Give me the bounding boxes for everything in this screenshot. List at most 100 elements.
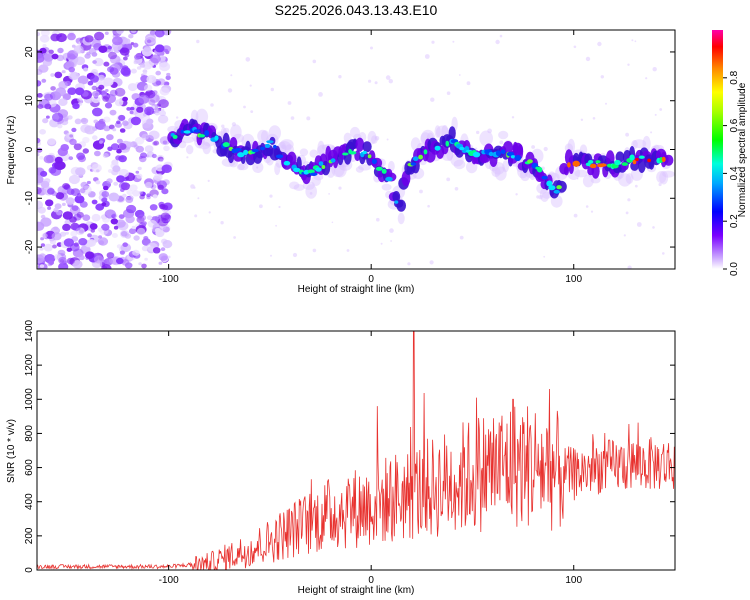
noise-speck: [597, 41, 602, 47]
noise-speck: [210, 103, 214, 107]
noise-speck: [250, 110, 254, 113]
noise-blob: [98, 74, 105, 81]
trace-halo: [539, 187, 550, 202]
noise-blob: [107, 66, 115, 73]
trace-core: [309, 172, 318, 176]
noise-blob: [79, 201, 88, 208]
noise-speck: [312, 248, 317, 253]
trace-core: [266, 140, 274, 144]
spectrogram-y-tick-label: 10: [24, 95, 35, 107]
colorbar-ticks: 0.0 0.2 0.4 0.6 0.8: [723, 70, 740, 276]
noise-speck: [487, 128, 492, 134]
noise-blob: [63, 117, 69, 122]
trace-core: [204, 130, 210, 137]
trace-halo: [662, 170, 675, 178]
noise-speck: [331, 221, 334, 224]
noise-blob: [72, 224, 81, 232]
noise-blob: [110, 143, 120, 151]
noise-blob: [57, 147, 68, 157]
noise-blob: [146, 39, 152, 44]
trace-halo: [520, 169, 531, 182]
trace-core: [614, 159, 621, 166]
noise-speck: [306, 116, 311, 121]
noise-speck: [290, 116, 295, 120]
noise-blob: [51, 232, 62, 241]
noise-speck: [380, 242, 383, 245]
noise-speck: [386, 138, 389, 141]
noise-blob: [52, 112, 64, 123]
noise-blob: [101, 197, 108, 203]
noise-speck: [374, 136, 380, 141]
noise-speck: [370, 46, 373, 50]
noise-speck: [543, 255, 546, 258]
noise-speck: [645, 77, 648, 80]
noise-blob: [73, 143, 82, 151]
noise-blob: [92, 135, 98, 140]
noise-blob: [37, 54, 45, 63]
spectrogram-y-tick-label: 20: [24, 46, 35, 58]
noise-blob: [110, 253, 115, 257]
noise-blob: [136, 66, 142, 70]
trace-core: [321, 165, 326, 169]
noise-blob: [122, 69, 131, 77]
noise-blob: [76, 211, 84, 218]
noise-blob: [62, 223, 71, 231]
trace-halo: [311, 175, 321, 187]
trace-core: [381, 168, 387, 174]
noise-speck: [338, 186, 342, 190]
noise-speck: [634, 40, 637, 43]
trace-core: [283, 160, 291, 166]
trace-core: [595, 160, 601, 164]
noise-speck: [623, 234, 626, 237]
noise-blob: [91, 52, 98, 57]
noise-blob: [50, 86, 56, 91]
trace-halo: [268, 125, 281, 141]
noise-blob: [113, 181, 119, 186]
noise-speck: [474, 147, 478, 150]
noise-blob: [127, 83, 138, 92]
noise-blob: [72, 260, 83, 269]
noise-blob: [122, 65, 129, 71]
noise-blob: [46, 115, 50, 119]
trace-halo: [355, 166, 364, 173]
noise-speck: [389, 228, 394, 233]
noise-blob: [158, 99, 169, 109]
figure-title: S225.2026.043.13.43.E10: [275, 2, 438, 18]
noise-speck: [197, 197, 200, 200]
noise-blob: [119, 128, 126, 133]
snr-line: [37, 331, 675, 570]
noise-blob: [44, 93, 53, 101]
snr-x-tick-label: -100: [159, 575, 179, 586]
noise-blob: [70, 188, 81, 197]
noise-blob: [51, 53, 59, 60]
noise-blob: [37, 175, 44, 184]
noise-speck: [590, 210, 594, 213]
trace-halo: [252, 161, 264, 173]
noise-speck: [207, 179, 210, 182]
trace-core: [264, 143, 271, 148]
noise-blob: [37, 93, 43, 98]
trace-core: [260, 146, 266, 151]
trace-halo: [410, 137, 421, 151]
noise-blob: [78, 254, 85, 261]
noise-blob: [84, 35, 94, 43]
noise-speck: [458, 74, 461, 76]
noise-blob: [130, 116, 141, 126]
noise-speck: [543, 146, 548, 152]
snr-y-tick-label: 800: [24, 425, 35, 442]
noise-speck: [600, 75, 604, 79]
noise-blob: [122, 193, 127, 198]
noise-blob: [102, 96, 110, 102]
noise-speck: [634, 184, 638, 188]
trace-core: [275, 154, 284, 159]
snr-y-tick-label: 1200: [24, 354, 35, 377]
trace-core: [472, 151, 481, 158]
trace-core: [632, 159, 637, 165]
noise-blob: [61, 70, 66, 74]
snr-y-tick-label: 600: [24, 459, 35, 476]
noise-blob: [63, 238, 74, 247]
noise-blob: [154, 30, 165, 38]
